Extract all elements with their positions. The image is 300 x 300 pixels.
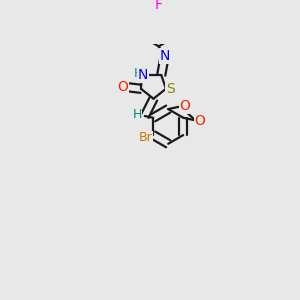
Text: N: N [138,68,148,82]
Text: H: H [132,108,142,121]
Text: N: N [160,49,170,63]
Text: H: H [134,67,143,80]
Text: O: O [179,100,190,113]
Text: S: S [166,82,175,96]
Text: O: O [117,80,128,94]
Text: Br: Br [139,131,152,144]
Text: F: F [155,0,163,12]
Text: O: O [194,114,205,128]
